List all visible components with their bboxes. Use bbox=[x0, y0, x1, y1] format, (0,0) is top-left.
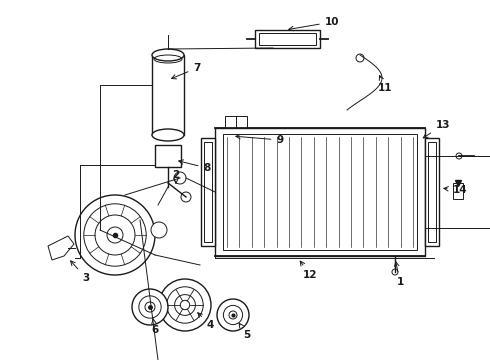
Circle shape bbox=[356, 54, 364, 62]
Ellipse shape bbox=[152, 129, 184, 141]
Bar bbox=[425, 138, 439, 246]
Text: 1: 1 bbox=[394, 262, 404, 287]
Bar bbox=[259, 33, 316, 45]
Text: 14: 14 bbox=[444, 185, 467, 195]
Bar bbox=[201, 138, 215, 246]
Circle shape bbox=[159, 279, 211, 331]
Bar bbox=[223, 134, 417, 250]
Text: 2: 2 bbox=[172, 170, 180, 183]
Bar bbox=[453, 183, 463, 199]
Text: 9: 9 bbox=[236, 135, 284, 145]
Circle shape bbox=[223, 305, 243, 325]
Circle shape bbox=[132, 289, 168, 325]
Circle shape bbox=[95, 215, 135, 255]
Bar bbox=[152, 55, 184, 135]
Text: 12: 12 bbox=[300, 261, 317, 280]
Text: 11: 11 bbox=[378, 76, 392, 93]
Circle shape bbox=[107, 227, 123, 243]
Bar bbox=[225, 116, 247, 128]
Circle shape bbox=[84, 204, 146, 266]
Text: 13: 13 bbox=[423, 120, 450, 138]
Circle shape bbox=[392, 269, 398, 275]
Bar bbox=[428, 142, 436, 242]
Polygon shape bbox=[48, 236, 74, 260]
Circle shape bbox=[167, 287, 203, 323]
Text: 6: 6 bbox=[151, 319, 159, 335]
Circle shape bbox=[217, 299, 249, 331]
Circle shape bbox=[139, 296, 161, 318]
Circle shape bbox=[180, 300, 190, 310]
Text: 4: 4 bbox=[198, 313, 214, 330]
Circle shape bbox=[174, 294, 196, 315]
Bar bbox=[155, 145, 181, 167]
Circle shape bbox=[174, 172, 186, 184]
Circle shape bbox=[456, 153, 462, 159]
Circle shape bbox=[229, 311, 237, 319]
Text: 7: 7 bbox=[172, 63, 201, 79]
Circle shape bbox=[181, 192, 191, 202]
Circle shape bbox=[151, 222, 167, 238]
Bar bbox=[215, 128, 425, 256]
Bar bbox=[204, 142, 212, 242]
Text: 3: 3 bbox=[71, 261, 90, 283]
Text: 5: 5 bbox=[239, 323, 250, 340]
Bar bbox=[255, 30, 320, 48]
Ellipse shape bbox=[152, 49, 184, 61]
Circle shape bbox=[75, 195, 155, 275]
Text: 8: 8 bbox=[179, 160, 211, 173]
Text: 10: 10 bbox=[289, 17, 339, 31]
Circle shape bbox=[145, 302, 155, 312]
